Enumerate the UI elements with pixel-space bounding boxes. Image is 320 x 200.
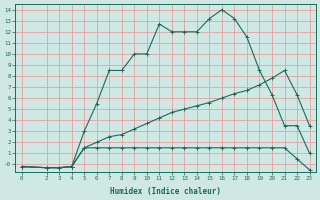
X-axis label: Humidex (Indice chaleur): Humidex (Indice chaleur) [110, 187, 221, 196]
